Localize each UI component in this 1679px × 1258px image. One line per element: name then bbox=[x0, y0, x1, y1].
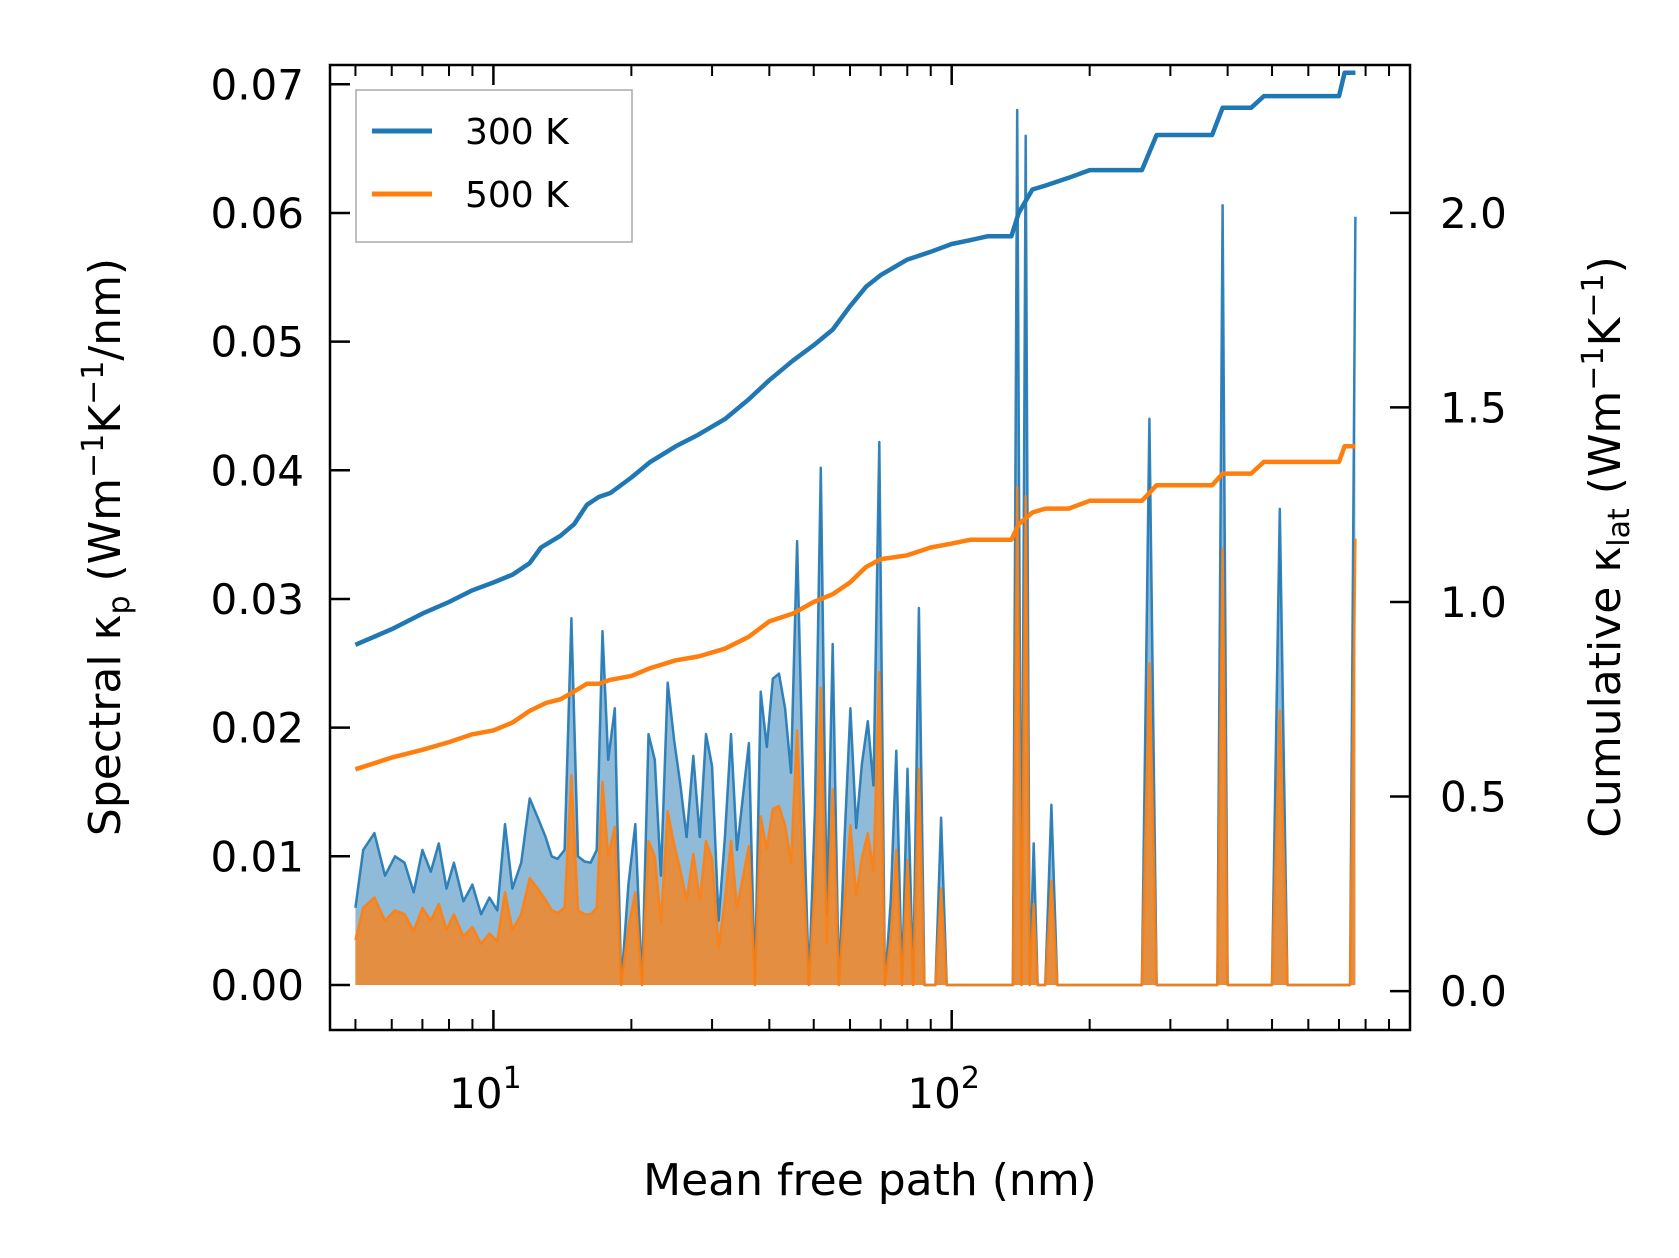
y2-axis-title-main: Cumulative κ bbox=[1580, 547, 1631, 838]
y2-tick-label: 0.5 bbox=[1440, 773, 1507, 822]
y2-axis-title-end: ) bbox=[1580, 256, 1631, 273]
spectral-area-300k bbox=[355, 110, 1356, 985]
spectral-line-500k bbox=[354, 485, 1357, 987]
y-tick-label: 0.01 bbox=[210, 832, 304, 881]
cumulative-line-500k bbox=[354, 444, 1356, 772]
y-axis-title-sup2: −1 bbox=[76, 361, 111, 405]
x-tick-exponent: 2 bbox=[961, 1061, 980, 1096]
y2-axis-title-units: (Wm bbox=[1580, 391, 1631, 509]
y-tick-label: 0.07 bbox=[210, 60, 304, 109]
axis-ticks bbox=[330, 65, 1410, 1030]
tick-labels: 0.00 0.01 0.02 0.03 0.04 0.05 0.06 0.07 0.0 0.5 1.… bbox=[210, 60, 1506, 1118]
y-axis-title-units: (Wm bbox=[80, 478, 131, 596]
y2-tick-label: 1.5 bbox=[1440, 383, 1507, 432]
y2-axis-title-sup2: −1 bbox=[1576, 273, 1611, 317]
y2-axis-title-k: K bbox=[1580, 316, 1631, 346]
y-tick-label: 0.06 bbox=[210, 189, 304, 238]
y2-axis-title-sub: lat bbox=[1602, 508, 1637, 547]
x-tick-base: 10 bbox=[907, 1069, 960, 1118]
legend-box bbox=[355, 89, 633, 243]
spectral-area-500k bbox=[355, 487, 1356, 985]
y-axis-title-k: K bbox=[80, 404, 131, 434]
x-axis-title: Mean free path (nm) bbox=[643, 1155, 1097, 1206]
y-axis-title-sup1: −1 bbox=[76, 434, 111, 478]
y-axis-title-main: Spectral κ bbox=[80, 615, 131, 837]
y2-axis-title-sup1: −1 bbox=[1576, 346, 1611, 390]
x-tick-exponent: 1 bbox=[503, 1061, 522, 1096]
y2-tick-label: 2.0 bbox=[1440, 189, 1507, 238]
y-tick-label: 0.03 bbox=[210, 575, 304, 624]
legend-label-300k: 300 K bbox=[465, 112, 570, 153]
y-tick-label: 0.05 bbox=[210, 318, 304, 367]
plot-frame bbox=[328, 63, 1412, 1032]
y-tick-label: 0.00 bbox=[210, 961, 304, 1010]
data-lines bbox=[354, 70, 1356, 772]
y2-tick-label: 1.0 bbox=[1440, 578, 1507, 627]
x-tick-label: 101 bbox=[449, 1061, 522, 1118]
y2-tick-label: 0.0 bbox=[1440, 967, 1507, 1016]
y-tick-label: 0.04 bbox=[210, 446, 304, 495]
y2-axis-title: Cumulative κlat (Wm−1K−1) bbox=[1576, 256, 1637, 838]
y-axis-title-end: /nm) bbox=[80, 258, 131, 361]
legend-label-500k: 500 K bbox=[465, 175, 570, 216]
legend: 300 K 500 K bbox=[355, 89, 633, 243]
y-axis-title-sub: p bbox=[102, 595, 137, 614]
x-tick-base: 10 bbox=[449, 1069, 502, 1118]
cumulative-line-300k bbox=[354, 70, 1356, 647]
spectral-fills bbox=[354, 108, 1357, 987]
y-tick-label: 0.02 bbox=[210, 704, 304, 753]
y-axis-title: Spectral κp (Wm−1K−1/nm) bbox=[76, 258, 137, 836]
x-tick-label: 102 bbox=[907, 1061, 980, 1118]
